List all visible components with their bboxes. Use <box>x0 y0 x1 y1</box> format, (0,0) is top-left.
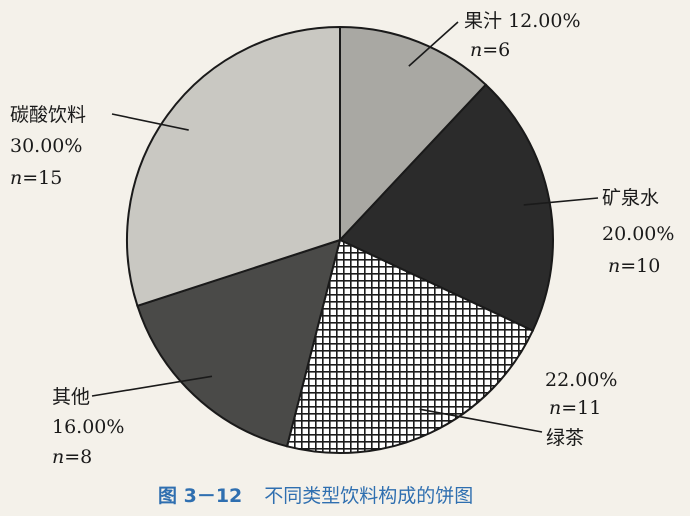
leader-line-green-tea <box>419 408 543 433</box>
label-green-tea-name: 绿茶 <box>546 427 584 449</box>
label-carbonated-n: n=15 <box>10 167 62 189</box>
label-green-tea: 22.00% n=11 绿茶 <box>545 369 617 449</box>
pie-slices <box>126 25 554 454</box>
pie-slice-mineral-water <box>338 83 554 333</box>
pie-slice-carbonated <box>126 25 341 308</box>
label-other-name: 其他 <box>52 386 90 408</box>
figure-title: 不同类型饮料构成的饼图 <box>264 485 473 507</box>
leader-line-other <box>91 375 213 397</box>
pie-slice-juice <box>339 25 488 243</box>
label-juice: 果汁 12.00% n=6 <box>464 10 581 61</box>
label-mineral-water-n: n=10 <box>608 255 660 277</box>
label-green-tea-n: n=11 <box>549 397 601 419</box>
leader-line-carbonated <box>111 113 189 131</box>
label-mineral-water-percent: 20.00% <box>602 223 674 245</box>
label-juice-text: 果汁 12.00% <box>464 10 581 32</box>
figure-label: 图 3－12 <box>158 485 242 507</box>
pie-slice-other <box>136 238 342 448</box>
leader-lines <box>91 21 599 433</box>
label-juice-n: n=6 <box>470 39 510 61</box>
label-carbonated-name: 碳酸饮料 <box>10 104 86 126</box>
label-mineral-water: 矿泉水 20.00% n=10 <box>602 187 674 277</box>
label-other-n: n=8 <box>52 446 92 468</box>
label-mineral-water-name: 矿泉水 <box>602 187 659 209</box>
pie-slice-green-tea <box>285 238 535 454</box>
figure-caption: 图 3－12 不同类型饮料构成的饼图 <box>158 485 473 507</box>
label-carbonated: 碳酸饮料 30.00% n=15 <box>10 104 86 189</box>
leader-line-juice <box>408 21 459 67</box>
leader-line-mineral-water <box>523 197 599 206</box>
label-carbonated-percent: 30.00% <box>10 135 82 157</box>
label-other-percent: 16.00% <box>52 416 124 438</box>
label-green-tea-percent: 22.00% <box>545 369 617 391</box>
label-other: 其他 16.00% n=8 <box>52 386 124 468</box>
